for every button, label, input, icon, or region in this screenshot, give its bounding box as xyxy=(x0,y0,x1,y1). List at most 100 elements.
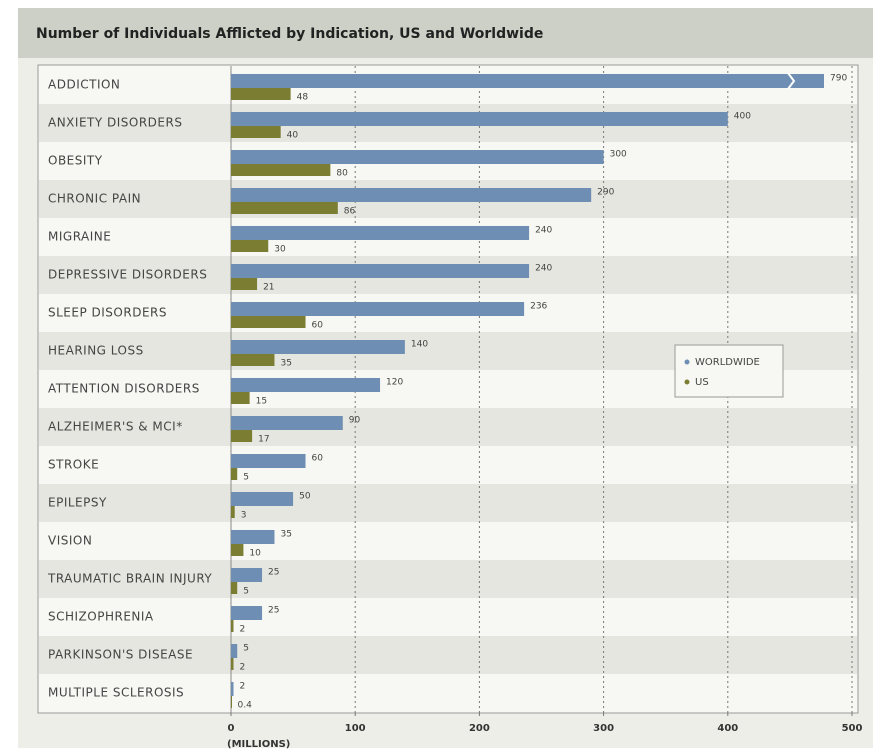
bar xyxy=(231,430,253,442)
bar xyxy=(231,164,331,176)
bar xyxy=(231,202,338,214)
bar xyxy=(231,682,234,696)
bar xyxy=(231,416,343,430)
value-label: 140 xyxy=(411,340,428,350)
value-label: 790 xyxy=(830,74,847,84)
value-label: 48 xyxy=(297,93,309,103)
axis-break xyxy=(787,72,796,90)
x-tick-label: 300 xyxy=(593,723,614,734)
row-band xyxy=(39,674,857,712)
chart-title: Number of Individuals Afflicted by Indic… xyxy=(36,26,543,42)
value-label: 290 xyxy=(597,188,614,198)
bar xyxy=(231,354,275,366)
y-tick-label: CHRONIC PAIN xyxy=(48,192,141,206)
bar xyxy=(231,112,728,126)
row-band xyxy=(39,408,857,446)
y-tick-label: EPILEPSY xyxy=(48,496,107,510)
bar xyxy=(231,240,269,252)
value-label: 120 xyxy=(386,378,403,388)
bar xyxy=(231,468,238,480)
y-tick-label: MIGRAINE xyxy=(48,230,111,244)
bar xyxy=(231,278,258,290)
row-band xyxy=(39,560,857,598)
title-bar xyxy=(18,8,873,58)
row-band xyxy=(39,522,857,560)
bar xyxy=(231,126,281,138)
legend-label: WORLDWIDE xyxy=(695,357,760,368)
bar xyxy=(231,506,235,518)
bar xyxy=(231,392,250,404)
y-tick-label: SLEEP DISORDERS xyxy=(48,306,167,320)
legend-box xyxy=(674,344,784,398)
bar xyxy=(231,150,604,164)
row-band xyxy=(39,598,857,636)
y-tick-label: DEPRESSIVE DISORDERS xyxy=(48,268,207,282)
value-label: 2 xyxy=(239,625,245,635)
value-label: 5 xyxy=(243,473,249,483)
value-label: 5 xyxy=(243,587,249,597)
value-label: 300 xyxy=(610,150,627,160)
legend-marker xyxy=(684,379,690,385)
bar xyxy=(231,606,263,620)
value-label: 90 xyxy=(349,416,361,426)
value-label: 240 xyxy=(535,264,552,274)
y-tick-label: OBESITY xyxy=(48,154,103,168)
bar xyxy=(231,378,381,392)
x-tick-label: 200 xyxy=(469,723,490,734)
bar xyxy=(231,226,530,240)
x-tick-label: 0 xyxy=(228,723,235,734)
value-label: 3 xyxy=(241,511,247,521)
bar xyxy=(231,340,405,354)
bar xyxy=(231,74,824,88)
value-label: 236 xyxy=(530,302,547,312)
bar xyxy=(231,492,294,506)
y-tick-label: ALZHEIMER'S & MCI* xyxy=(48,420,183,434)
bar xyxy=(231,544,244,556)
x-tick-label: 100 xyxy=(345,723,366,734)
row-band xyxy=(39,484,857,522)
y-tick-label: HEARING LOSS xyxy=(48,344,144,358)
value-label: 15 xyxy=(256,397,267,407)
value-label: 240 xyxy=(535,226,552,236)
y-tick-label: TRAUMATIC BRAIN INJURY xyxy=(47,572,212,586)
bar xyxy=(231,316,306,328)
bar xyxy=(231,696,232,708)
value-label: 25 xyxy=(268,568,279,578)
value-label: 50 xyxy=(299,492,311,502)
bar xyxy=(231,264,530,278)
value-label: 21 xyxy=(263,283,274,293)
bar xyxy=(231,582,238,594)
y-tick-label: STROKE xyxy=(48,458,99,472)
legend: WORLDWIDE US xyxy=(674,344,784,398)
value-label: 40 xyxy=(287,131,299,141)
bar xyxy=(231,620,234,632)
value-label: 0.4 xyxy=(237,701,252,711)
x-tick-label: 500 xyxy=(842,723,863,734)
bar xyxy=(231,658,234,670)
row-band xyxy=(39,636,857,674)
y-tick-label: PARKINSON'S DISEASE xyxy=(48,648,193,662)
legend-label: US xyxy=(695,377,709,388)
value-label: 2 xyxy=(239,663,245,673)
y-tick-label: ANXIETY DISORDERS xyxy=(48,116,182,130)
y-tick-label: ADDICTION xyxy=(48,78,120,92)
bar xyxy=(231,644,238,658)
y-tick-label: MULTIPLE SCLEROSIS xyxy=(48,686,184,700)
value-label: 80 xyxy=(336,169,348,179)
legend-marker xyxy=(684,359,690,365)
y-tick-label: SCHIZOPHRENIA xyxy=(48,610,154,624)
value-label: 25 xyxy=(268,606,279,616)
y-tick-label: ATTENTION DISORDERS xyxy=(48,382,200,396)
bar xyxy=(231,188,592,202)
row-band xyxy=(39,446,857,484)
value-label: 5 xyxy=(243,644,249,654)
value-label: 30 xyxy=(274,245,286,255)
value-label: 35 xyxy=(280,530,291,540)
value-label: 10 xyxy=(249,549,261,559)
bar xyxy=(231,302,525,316)
value-label: 86 xyxy=(344,207,356,217)
value-label: 2 xyxy=(239,682,245,692)
bar xyxy=(231,454,306,468)
